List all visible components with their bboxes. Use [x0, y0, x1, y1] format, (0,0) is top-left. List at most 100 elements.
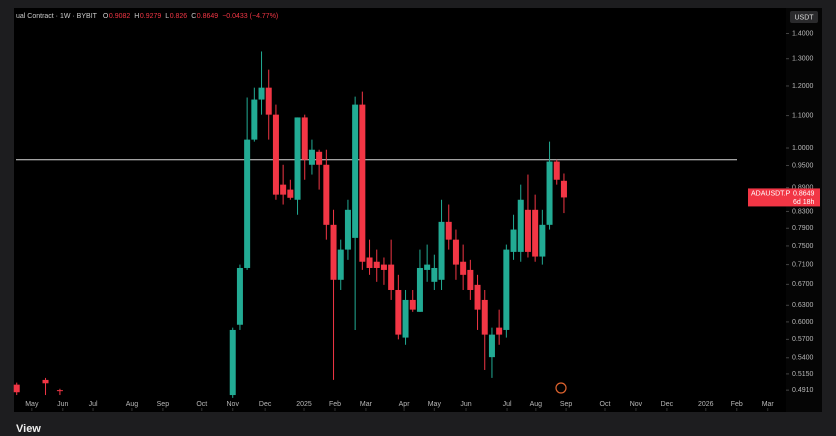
- candle-body: [42, 379, 49, 384]
- x-tick-label: Nov: [630, 401, 643, 408]
- candle-body: [503, 249, 510, 330]
- candle-body: [532, 209, 539, 257]
- x-tick-label: Feb: [329, 401, 341, 408]
- candle-body: [474, 284, 481, 310]
- y-tick-label: 0.6000: [792, 319, 814, 326]
- y-tick-label: 0.8300: [792, 208, 814, 215]
- candle-body: [352, 104, 359, 238]
- candle-body: [366, 257, 373, 268]
- candle-body: [56, 390, 63, 392]
- candle-body: [359, 104, 366, 262]
- header: ual Contract · 1W · BYBIT O 0.9082 H 0.9279…: [16, 13, 278, 20]
- y-tick-label: 0.6300: [792, 302, 814, 309]
- candle-body: [251, 99, 258, 140]
- candle-body: [488, 334, 495, 358]
- candle-body: [539, 224, 546, 257]
- y-tick-label: 0.7100: [792, 261, 814, 268]
- x-tick-label: Jul: [89, 401, 98, 408]
- x-tick-label: Mar: [762, 401, 775, 408]
- candle-body: [388, 264, 395, 290]
- y-tick-label: 0.9500: [792, 162, 814, 169]
- candle-body: [460, 261, 467, 275]
- candle-body: [431, 267, 438, 282]
- symbol: ual Contract · 1W · BYBIT: [16, 13, 98, 20]
- candle-body: [452, 239, 459, 265]
- candle-body: [272, 114, 279, 195]
- price-tag-countdown: 6d 18h: [793, 199, 815, 206]
- candle-body: [481, 299, 488, 335]
- y-tick-label: 0.7900: [792, 225, 814, 232]
- x-tick-label: May: [428, 401, 442, 408]
- y-tick-label: 1.1000: [792, 112, 814, 119]
- candle-body: [496, 327, 503, 335]
- x-tick-label: Sep: [560, 401, 573, 408]
- candle-body: [380, 264, 387, 270]
- x-tick-label: Jul: [503, 401, 512, 408]
- price-tag-symbol: ADAUSDT.P: [751, 190, 791, 197]
- x-tick-label: Aug: [126, 401, 139, 408]
- x-tick-label: Oct: [600, 401, 611, 408]
- x-tick-label: 2025: [296, 401, 312, 408]
- candle-body: [287, 189, 294, 198]
- candle-body: [323, 164, 330, 225]
- x-tick-label: Dec: [661, 401, 674, 408]
- candle-body: [467, 269, 474, 290]
- y-tick-label: 1.4000: [792, 30, 814, 37]
- ohlc-value: 0.8649: [197, 13, 219, 20]
- ohlc-value: 0.9082: [109, 13, 131, 20]
- x-tick-label: Jun: [57, 401, 68, 408]
- price-tag-box: [748, 188, 820, 207]
- candle-body: [330, 224, 337, 280]
- candle-body: [424, 264, 431, 270]
- y-tick-label: 0.5700: [792, 336, 814, 343]
- candle-body: [236, 267, 243, 325]
- price-tag-value: 0.8649: [793, 190, 815, 197]
- candle-body: [258, 87, 265, 100]
- x-tick-label: Mar: [360, 401, 373, 408]
- footer: View: [16, 423, 41, 435]
- x-tick-label: Apr: [399, 401, 411, 408]
- candle-body: [316, 151, 323, 165]
- currency: USDT: [794, 14, 814, 21]
- candle-body: [265, 87, 272, 115]
- y-tick-label: 0.7500: [792, 243, 814, 250]
- candle-body: [373, 261, 380, 268]
- ohlc-key: C: [191, 13, 196, 20]
- candle-body: [445, 221, 452, 240]
- y-tick-label: 0.5400: [792, 355, 814, 362]
- y-tick-label: 1.0000: [792, 145, 814, 152]
- candle-body: [294, 117, 301, 200]
- candle-body: [344, 209, 351, 250]
- candle-body: [560, 180, 567, 198]
- x-tick-label: Jun: [460, 401, 471, 408]
- x-tick-label: Aug: [530, 401, 543, 408]
- y-tick-label: 1.3000: [792, 56, 814, 63]
- candle-body: [337, 249, 344, 280]
- x-tick-label: Nov: [227, 401, 240, 408]
- candle-body: [13, 384, 20, 393]
- x-tick-label: Feb: [731, 401, 743, 408]
- candle-body: [301, 117, 308, 160]
- y-tick-label: 1.2000: [792, 83, 814, 90]
- candle-body: [395, 289, 402, 335]
- candle-body: [524, 209, 531, 252]
- candle-body: [416, 267, 423, 312]
- candle-body: [229, 329, 236, 396]
- ohlc-value: 0.9279: [140, 13, 162, 20]
- plot-area: [14, 8, 786, 412]
- ohlc-key: L: [165, 13, 169, 20]
- candle-body: [402, 299, 409, 338]
- x-tick-label: 2026: [698, 401, 714, 408]
- candle-body: [546, 161, 553, 225]
- y-tick-label: 0.4910: [792, 387, 814, 394]
- candle-body: [409, 299, 416, 310]
- candle-body: [438, 221, 445, 280]
- event-icon: [555, 382, 567, 394]
- candle-body: [244, 139, 251, 268]
- x-tick-label: Oct: [196, 401, 207, 408]
- currency-box: [790, 11, 818, 23]
- y-tick-label: 0.5150: [792, 371, 814, 378]
- candle-body: [308, 149, 315, 165]
